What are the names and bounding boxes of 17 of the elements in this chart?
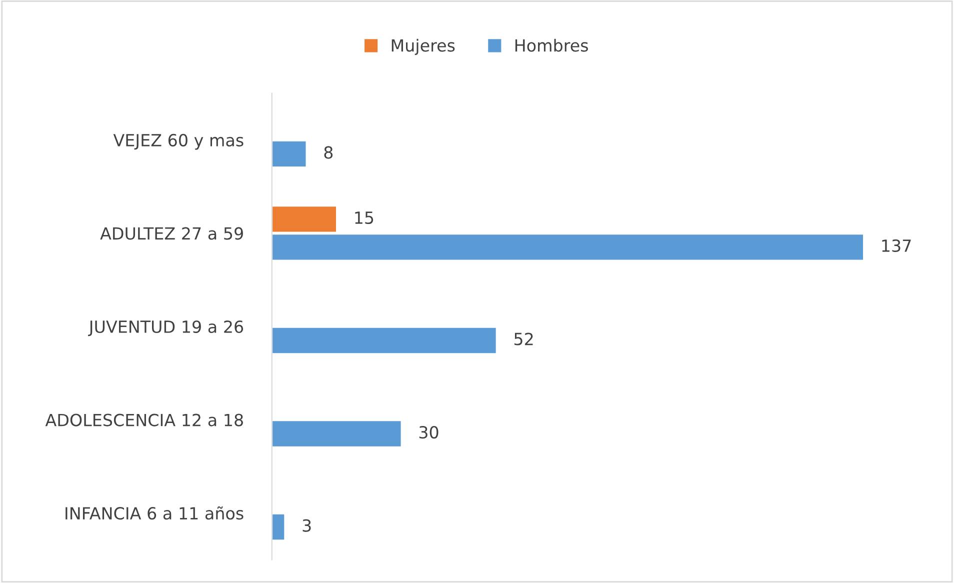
bar (272, 140, 308, 168)
legend-label: Mujeres (392, 38, 455, 55)
bar (272, 513, 286, 542)
data-label: 15 (355, 212, 374, 224)
y-tick-label: VEJEZ 60 y mas (113, 134, 244, 150)
data-label: 52 (514, 332, 533, 346)
y-tick-label: INFANCIA 6 a 11 años (66, 506, 244, 520)
legend-label: Hombres (515, 38, 588, 52)
bar (272, 420, 402, 448)
data-label: 8 (324, 146, 333, 159)
data-label: 137 (882, 239, 911, 252)
data-label: 3 (302, 519, 311, 532)
y-tick-label: ADOLESCENCIA 12 a 18 (45, 414, 243, 426)
y-tick-label: ADULTEZ 27 a 59 (100, 227, 243, 240)
y-tick-label: JUVENTUD 19 a 26 (88, 320, 244, 336)
bar (272, 326, 498, 354)
data-label: 30 (419, 426, 438, 439)
